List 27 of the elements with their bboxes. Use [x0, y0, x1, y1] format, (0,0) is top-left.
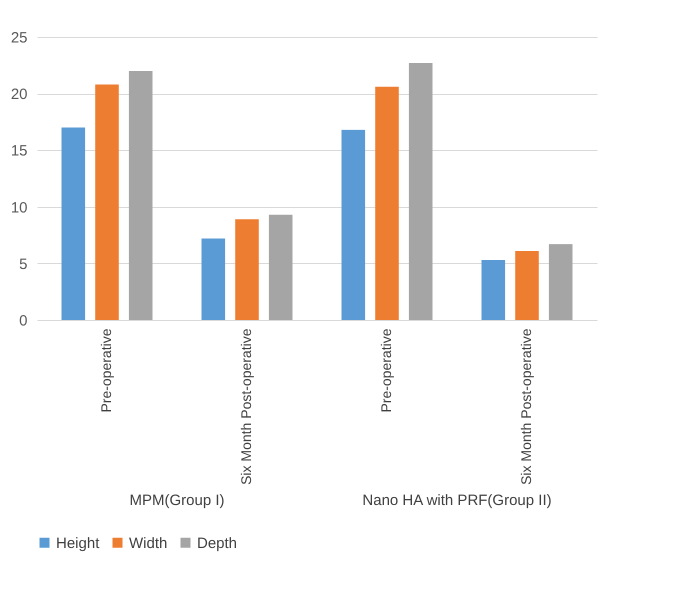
- bar: [62, 128, 86, 320]
- bar: [268, 214, 292, 320]
- x-tick-label: Pre-operative: [378, 328, 394, 413]
- bar: [548, 244, 572, 320]
- bar: [235, 219, 259, 320]
- bar: [482, 260, 506, 320]
- text: Nano HA with PRF(Group II): [362, 492, 552, 509]
- legend-label: Height: [56, 534, 100, 552]
- x-tick-label: Pre-operative: [98, 328, 114, 413]
- bar: [95, 84, 119, 320]
- y-tick-label: 20: [10, 86, 28, 104]
- y-tick-label: 0: [19, 312, 28, 330]
- legend-label: Width: [129, 534, 168, 552]
- bar: [408, 63, 432, 320]
- legend-label: Depth: [197, 534, 238, 552]
- bar: [515, 250, 539, 320]
- x-tick-label: Six Month Post-operative: [518, 328, 534, 485]
- bar: [202, 238, 226, 320]
- text: MPM(Group I): [129, 492, 225, 509]
- bar: [375, 86, 399, 320]
- bar: [342, 130, 366, 320]
- y-tick-label: 25: [10, 30, 28, 46]
- bar: [128, 70, 152, 320]
- y-tick-label: 10: [10, 199, 28, 216]
- y-tick-label: 15: [10, 142, 28, 160]
- y-tick-label: 5: [19, 256, 28, 273]
- x-tick-label: Six Month Post-operative: [238, 328, 254, 485]
